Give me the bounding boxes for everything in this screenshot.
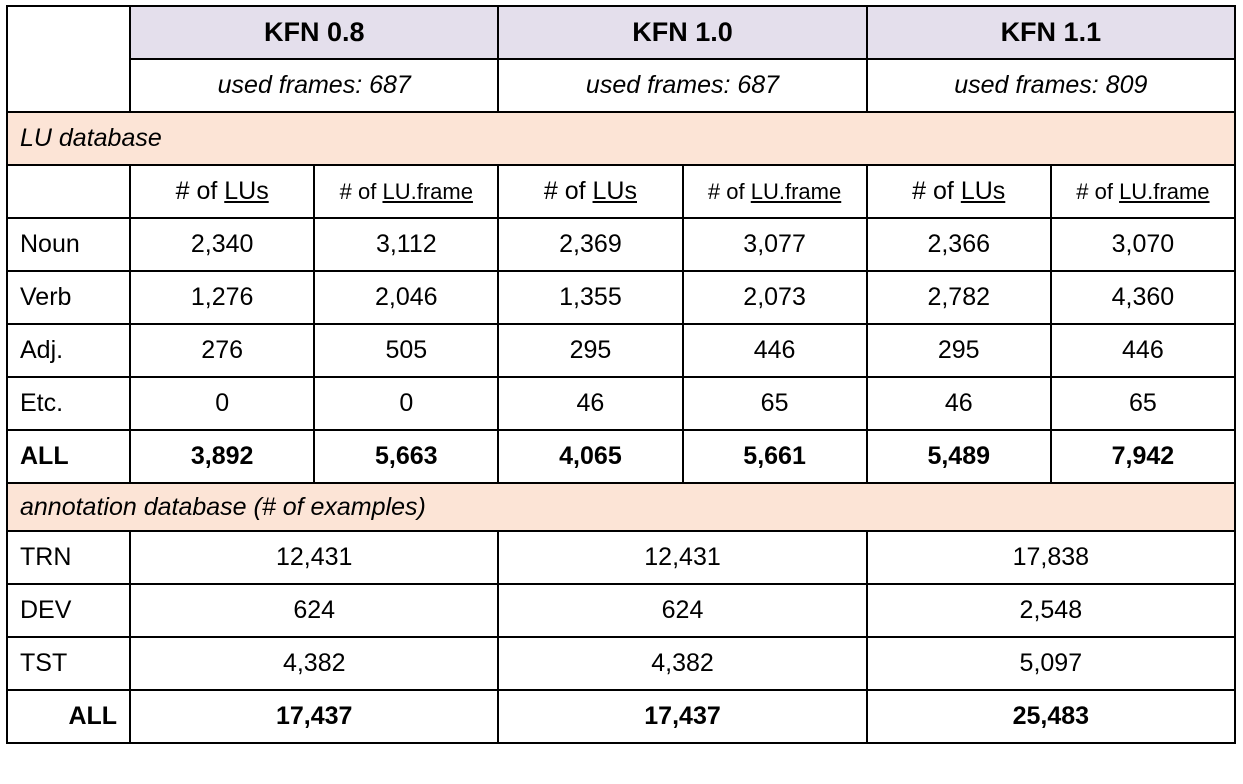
col-term: LU.frame [382, 178, 473, 204]
table-cell: 276 [129, 323, 316, 378]
row-label: Etc. [5, 376, 132, 431]
table-cell: 65 [681, 376, 868, 431]
row-label: ALL [5, 429, 132, 484]
col-header-luframe: # of LU.frame [313, 164, 500, 219]
table-cell: 2,073 [681, 270, 868, 325]
col-term: LU.frame [750, 178, 842, 204]
table-cell: 0 [313, 376, 500, 431]
section-title: annotation database (# of examples) [6, 482, 1236, 532]
table-cell: 2,548 [865, 583, 1237, 638]
col-prefix: # of [707, 178, 745, 204]
section-row-lu: LU database [6, 111, 1236, 166]
col-term: LUs [960, 177, 1006, 205]
table-cell: 1,355 [497, 270, 684, 325]
table-row: TST 4,382 4,382 5,097 [5, 636, 1237, 691]
table-row: Noun 2,340 3,112 2,369 3,077 2,366 3,070 [5, 217, 1237, 272]
version-header: KFN 1.1 [865, 5, 1237, 60]
table-row: Etc. 0 0 46 65 46 65 [5, 376, 1237, 431]
table-cell: 5,489 [865, 429, 1052, 484]
row-label: Adj. [5, 323, 132, 378]
row-label: Verb [5, 270, 132, 325]
table-cell: 624 [129, 583, 500, 638]
table-cell: 7,942 [1049, 429, 1237, 484]
col-header-lus: # of LUs [129, 164, 316, 219]
table-cell: 3,112 [313, 217, 500, 272]
col-header-luframe: # of LU.frame [1049, 164, 1237, 219]
section-title: LU database [6, 111, 1236, 166]
table-cell: 4,382 [497, 636, 868, 691]
table-cell: 446 [681, 323, 868, 378]
table-cell: 17,437 [497, 689, 868, 744]
table-row: Verb 1,276 2,046 1,355 2,073 2,782 4,360 [5, 270, 1237, 325]
table-cell: 2,340 [129, 217, 316, 272]
col-term: LUs [224, 177, 269, 205]
table-cell: 5,097 [865, 636, 1237, 691]
table-cell: 2,782 [865, 270, 1052, 325]
table-cell: 1,276 [129, 270, 316, 325]
row-label: DEV [5, 583, 132, 638]
kfn-statistics-table: KFN 0.8 KFN 1.0 KFN 1.1 used frames: 687… [5, 5, 1237, 744]
table-row: DEV 624 624 2,548 [5, 583, 1237, 638]
table-cell: 3,077 [681, 217, 868, 272]
used-frames-cell: used frames: 687 [497, 58, 868, 113]
table-cell: 46 [497, 376, 684, 431]
table-cell: 3,892 [129, 429, 316, 484]
table-cell: 446 [1049, 323, 1237, 378]
col-prefix: # of [1076, 178, 1113, 204]
col-header-lus: # of LUs [865, 164, 1052, 219]
table-cell: 2,046 [313, 270, 500, 325]
table-cell: 0 [129, 376, 316, 431]
table-cell: 12,431 [497, 530, 868, 585]
table-row: TRN 12,431 12,431 17,838 [5, 530, 1237, 585]
table-cell: 3,070 [1049, 217, 1237, 272]
row-label: ALL [5, 689, 132, 744]
table-cell: 295 [865, 323, 1052, 378]
used-frames-cell: used frames: 687 [129, 58, 500, 113]
table-cell: 4,382 [129, 636, 500, 691]
total-row: ALL 3,892 5,663 4,065 5,661 5,489 7,942 [5, 429, 1237, 484]
col-prefix: # of [175, 177, 218, 205]
row-label: TST [5, 636, 132, 691]
col-term: LUs [592, 177, 637, 205]
table-cell: 4,065 [497, 429, 684, 484]
table-cell: 624 [497, 583, 868, 638]
table-cell: 25,483 [865, 689, 1237, 744]
col-prefix: # of [912, 177, 954, 205]
table-cell: 2,366 [865, 217, 1052, 272]
version-header: KFN 1.0 [497, 5, 868, 60]
used-frames-cell: used frames: 809 [865, 58, 1237, 113]
section-row-annotation: annotation database (# of examples) [6, 482, 1236, 532]
version-header-row: KFN 0.8 KFN 1.0 KFN 1.1 [5, 5, 1237, 113]
table-cell: 2,369 [497, 217, 684, 272]
table-cell: 12,431 [129, 530, 500, 585]
col-term: LU.frame [1119, 178, 1210, 204]
col-prefix: # of [543, 177, 586, 205]
table-cell: 17,838 [865, 530, 1237, 585]
used-frames-row: used frames: 687 used frames: 687 used f… [7, 58, 1237, 113]
table-cell: 5,661 [681, 429, 868, 484]
table-cell: 46 [865, 376, 1052, 431]
col-header-luframe: # of LU.frame [681, 164, 868, 219]
empty-cell [5, 164, 132, 219]
col-header-lus: # of LUs [497, 164, 684, 219]
table-cell: 4,360 [1049, 270, 1237, 325]
row-label: TRN [5, 530, 132, 585]
table-cell: 5,663 [313, 429, 500, 484]
table-row: Adj. 276 505 295 446 295 446 [5, 323, 1237, 378]
col-prefix: # of [339, 178, 377, 204]
column-header-row: # of LUs # of LU.frame # of LUs # of LU.… [5, 164, 1237, 219]
corner-cell [5, 5, 132, 113]
total-row: ALL 17,437 17,437 25,483 [5, 689, 1237, 744]
table-cell: 65 [1049, 376, 1237, 431]
row-label: Noun [5, 217, 132, 272]
version-header: KFN 0.8 [129, 5, 500, 60]
table-cell: 505 [313, 323, 500, 378]
table-cell: 17,437 [129, 689, 500, 744]
table-cell: 295 [497, 323, 684, 378]
